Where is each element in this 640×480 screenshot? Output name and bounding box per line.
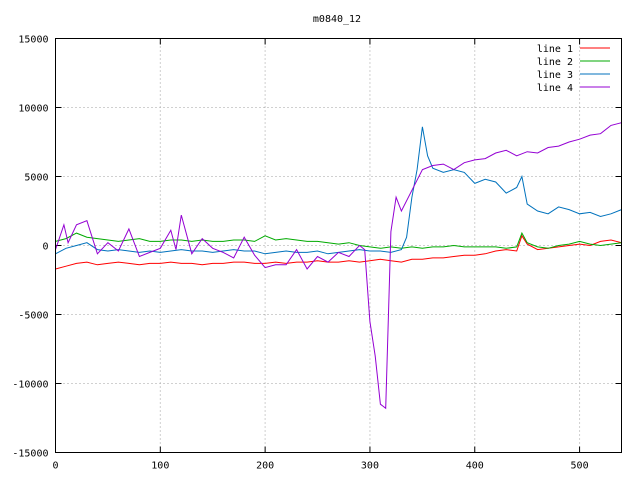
x-tick-label: 100 xyxy=(151,461,169,472)
y-tick-label: 10000 xyxy=(18,104,48,115)
series-line-1 xyxy=(55,234,622,270)
legend-label: line 2 xyxy=(537,57,573,68)
x-tick-label: 300 xyxy=(361,461,379,472)
plot-frame xyxy=(55,38,622,453)
chart-title: m0840_12 xyxy=(313,14,361,25)
y-tick-label: 5000 xyxy=(24,173,48,184)
y-tick-label: -5000 xyxy=(18,311,48,322)
legend-label: line 1 xyxy=(537,44,573,55)
y-tick-label: -15000 xyxy=(12,449,48,460)
x-tick-label: 400 xyxy=(466,461,484,472)
x-tick-label: 500 xyxy=(571,461,589,472)
legend-label: line 4 xyxy=(537,83,573,94)
x-tick-label: 200 xyxy=(256,461,274,472)
series-line-2 xyxy=(55,231,622,249)
axis-ticks: 0 100 200 300 400 500 -15000 -10000 -5000 0 5000 10… xyxy=(12,35,622,472)
y-tick-label: 0 xyxy=(42,242,48,253)
legend-label: line 3 xyxy=(537,70,573,81)
series-line-4 xyxy=(55,122,622,410)
y-tick-label: -10000 xyxy=(12,380,48,391)
series-lines xyxy=(55,122,622,410)
x-tick-label: 0 xyxy=(52,461,58,472)
y-tick-label: 15000 xyxy=(18,35,48,46)
legend: line 1 line 2 line 3 line 4 xyxy=(537,44,610,94)
series-line-3 xyxy=(55,126,622,255)
grid-lines xyxy=(55,38,622,453)
